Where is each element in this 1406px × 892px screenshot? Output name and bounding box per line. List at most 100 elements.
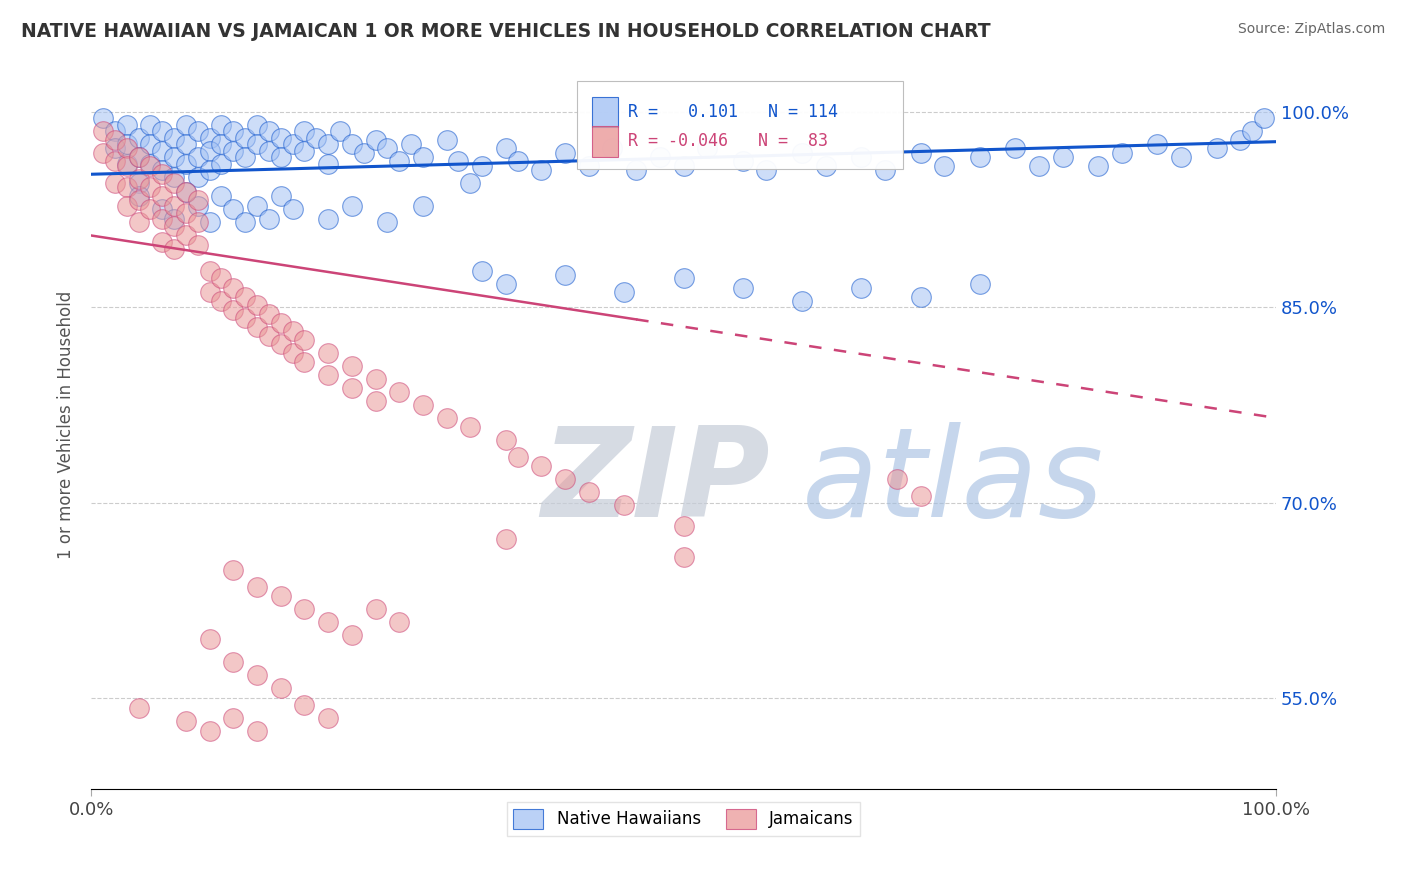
Point [672, 160, 695, 174]
Point [506, 154, 529, 169]
Point [388, 615, 411, 630]
Point [471, 160, 494, 174]
Point [115, 180, 138, 194]
Point [399, 137, 422, 152]
Point [554, 268, 576, 282]
Point [873, 163, 896, 178]
Point [163, 177, 186, 191]
Point [174, 206, 197, 220]
Point [163, 169, 186, 184]
Point [1111, 146, 1133, 161]
Point [150, 202, 173, 217]
Point [294, 355, 316, 369]
Point [578, 485, 600, 500]
Point [150, 211, 173, 226]
Point [790, 146, 813, 161]
Point [294, 333, 316, 347]
Point [91, 112, 114, 126]
Point [1052, 150, 1074, 164]
Point [128, 150, 150, 164]
Point [128, 215, 150, 229]
Point [115, 118, 138, 132]
Point [246, 118, 269, 132]
Point [198, 263, 221, 277]
Point [270, 150, 292, 164]
Point [495, 277, 517, 291]
Point [246, 297, 269, 311]
Point [934, 160, 956, 174]
Point [495, 141, 517, 155]
Point [851, 150, 873, 164]
Point [412, 398, 434, 412]
Point [198, 130, 221, 145]
Point [270, 189, 292, 203]
Point [1205, 141, 1227, 155]
Point [211, 271, 233, 285]
Point [458, 177, 481, 191]
Point [1146, 137, 1168, 152]
Point [377, 215, 399, 229]
Point [412, 150, 434, 164]
Point [1004, 141, 1026, 155]
Point [613, 498, 636, 512]
Point [281, 202, 304, 217]
Point [506, 450, 529, 464]
Point [246, 667, 269, 681]
Point [353, 146, 375, 161]
Point [174, 714, 197, 729]
Point [294, 124, 316, 138]
Point [222, 124, 245, 138]
Point [222, 710, 245, 724]
Point [1229, 133, 1251, 147]
Point [115, 198, 138, 212]
Point [578, 160, 600, 174]
Point [436, 133, 458, 147]
Point [294, 144, 316, 158]
Bar [592, 126, 619, 157]
Point [731, 154, 754, 169]
Point [447, 154, 470, 169]
Point [436, 410, 458, 425]
Point [495, 532, 517, 546]
Point [412, 198, 434, 212]
Point [211, 293, 233, 308]
Point [270, 130, 292, 145]
Point [115, 160, 138, 174]
Point [211, 157, 233, 171]
Point [294, 698, 316, 712]
Point [187, 237, 209, 252]
Point [364, 394, 387, 409]
Point [257, 307, 280, 321]
Point [530, 459, 553, 474]
Point [329, 124, 352, 138]
Point [1253, 112, 1275, 126]
Point [257, 144, 280, 158]
Point [1087, 160, 1109, 174]
Point [755, 163, 778, 178]
Point [340, 137, 363, 152]
Point [163, 211, 186, 226]
Point [187, 215, 209, 229]
Text: NATIVE HAWAIIAN VS JAMAICAN 1 OR MORE VEHICLES IN HOUSEHOLD CORRELATION CHART: NATIVE HAWAIIAN VS JAMAICAN 1 OR MORE VE… [21, 22, 991, 41]
Point [211, 137, 233, 152]
Point [233, 130, 256, 145]
Point [174, 186, 197, 200]
Point [233, 310, 256, 325]
Point [128, 172, 150, 186]
Point [150, 163, 173, 178]
Point [139, 160, 162, 174]
Point [174, 157, 197, 171]
Point [187, 198, 209, 212]
Point [150, 189, 173, 203]
Point [388, 154, 411, 169]
Point [139, 137, 162, 152]
Point [246, 137, 269, 152]
Point [174, 118, 197, 132]
Point [115, 157, 138, 171]
Legend: Native Hawaiians, Jamaicans: Native Hawaiians, Jamaicans [506, 802, 860, 836]
Point [696, 141, 718, 155]
Point [163, 242, 186, 256]
Point [233, 290, 256, 304]
Point [257, 124, 280, 138]
Point [246, 319, 269, 334]
